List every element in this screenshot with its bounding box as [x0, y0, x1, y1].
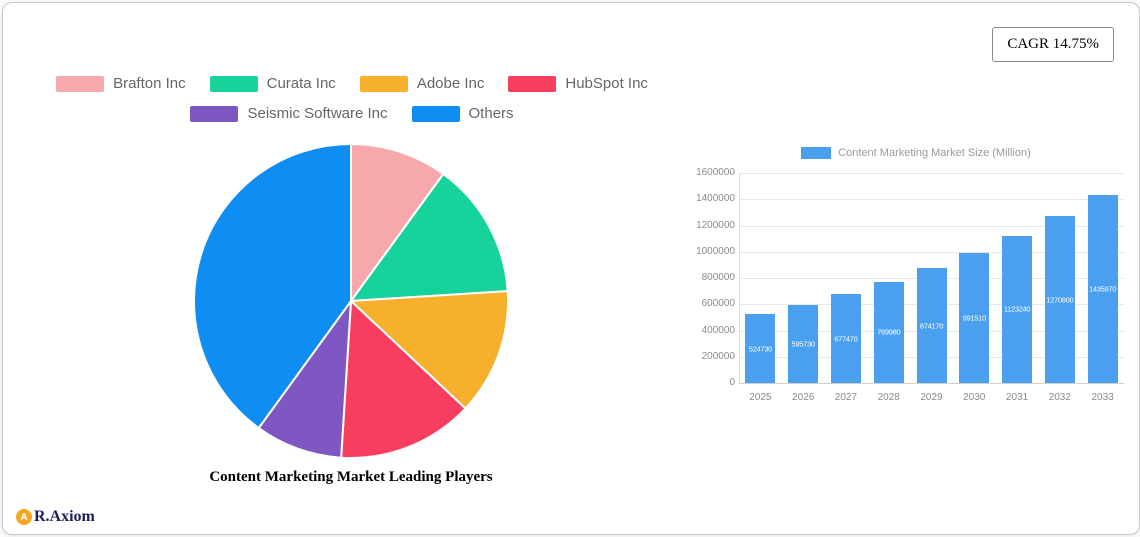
pie-legend-swatch [508, 75, 557, 92]
y-axis-tick-label: 800000 [701, 272, 735, 283]
pie-slice-adobe-inc [350, 290, 509, 410]
bar-legend-label: Content Marketing Market Size (Million) [838, 147, 1031, 159]
bar-value-label: 1435970 [1089, 284, 1117, 294]
pie-legend-label: Seismic Software Inc [247, 105, 388, 122]
bar-chart: Content Marketing Market Size (Million) … [691, 143, 1139, 423]
y-axis-line [739, 173, 740, 383]
y-axis-tick-label: 0 [729, 377, 735, 388]
pie-legend-label: Adobe Inc [416, 75, 485, 92]
bar-value-label: 874170 [919, 321, 944, 331]
x-axis-tick-label: 2028 [877, 392, 900, 403]
y-axis-tick-label: 1000000 [696, 245, 735, 257]
x-axis-tick-label: 2026 [792, 392, 815, 403]
pie-chart-title: Content Marketing Market Leading Players [209, 469, 493, 485]
brand-name: R.Axiom [34, 508, 95, 525]
pie-legend-label: Curata Inc [266, 75, 336, 92]
pie-legend-item: Brafton Inc [56, 75, 186, 92]
pie-legend-label: Others [468, 105, 514, 122]
pie-legend-item: Seismic Software Inc [190, 105, 388, 122]
bar-2029: 874170 [916, 268, 947, 383]
y-axis-tick-label: 200000 [701, 350, 735, 362]
pie-legend-item: Adobe Inc [359, 75, 485, 92]
bar-2031: 1123240 [1002, 235, 1033, 383]
bar-2028: 769980 [873, 281, 904, 383]
bar-plot-area: 0 200000 400000 600000 800000 1000000 1200000 1… [691, 143, 1139, 423]
gridline [739, 173, 1124, 174]
x-axis-tick-label: 2033 [1091, 392, 1114, 403]
bar-2027: 677470 [830, 294, 861, 383]
bar-value-label: 1270800 [1046, 295, 1074, 305]
pie-legend-label: HubSpot Inc [565, 75, 648, 92]
bar-value-label: 991510 [962, 313, 987, 323]
bar-value-label: 769980 [877, 327, 901, 337]
bar-2033: 1435970 [1087, 194, 1118, 383]
pie-slice-curata-inc [350, 172, 509, 302]
y-axis-tick-label: 1600000 [696, 167, 735, 178]
brand-logo-icon: A [16, 509, 32, 525]
pie-legend-swatch [56, 75, 105, 92]
bar-value-label: 595730 [791, 339, 816, 349]
y-axis-tick-label: 1400000 [696, 193, 735, 205]
gridline [739, 225, 1124, 227]
pie-legend: Brafton Inc Curata Inc Adobe Inc HubSpot In… [41, 75, 663, 122]
x-axis-tick-label: 2032 [1048, 392, 1071, 403]
pie-slice-others [193, 143, 352, 430]
pie-legend-item: Curata Inc [209, 75, 336, 92]
bar-chart-legend: Content Marketing Market Size (Million) [691, 147, 1139, 159]
bar-value-label: 524730 [748, 344, 773, 354]
y-axis-tick-label: 1200000 [696, 219, 735, 231]
bar-value-label: 677470 [834, 334, 858, 344]
pie-legend-label: Brafton Inc [113, 75, 186, 92]
pie-slice-hubspot-inc [340, 300, 467, 459]
bar-2030: 991510 [959, 252, 990, 383]
x-axis-tick-label: 2027 [834, 392, 858, 403]
pie-legend-swatch [190, 105, 239, 122]
pie-legend-item: Others [411, 105, 514, 122]
bar-value-label: 1123240 [1003, 304, 1031, 314]
pie-chart [193, 143, 509, 459]
gridline [739, 251, 1124, 253]
x-axis-tick-label: 2029 [920, 392, 943, 403]
pie-slice-seismic-software-inc [257, 300, 352, 459]
y-axis-tick-label: 400000 [701, 324, 735, 336]
bar-2026: 595730 [788, 304, 819, 383]
gridline [739, 383, 1124, 384]
pie-legend-swatch [209, 75, 258, 92]
x-axis-tick-label: 2030 [963, 392, 986, 403]
y-axis-tick-label: 600000 [701, 298, 735, 310]
brand-footer: A R.Axiom [16, 508, 95, 526]
pie-legend-swatch [359, 75, 408, 92]
pie-legend-item: HubSpot Inc [508, 75, 648, 92]
x-axis-tick-label: 2031 [1005, 392, 1029, 403]
gridline [739, 199, 1124, 201]
bar-2032: 1270800 [1044, 216, 1075, 383]
x-axis-tick-label: 2025 [749, 392, 772, 403]
bar-2025: 524730 [745, 314, 776, 383]
pie-legend-swatch [411, 105, 460, 122]
cagr-badge: CAGR 14.75% [992, 27, 1114, 62]
pie-slice-brafton-inc [350, 143, 445, 302]
bar-legend-swatch [801, 147, 832, 159]
